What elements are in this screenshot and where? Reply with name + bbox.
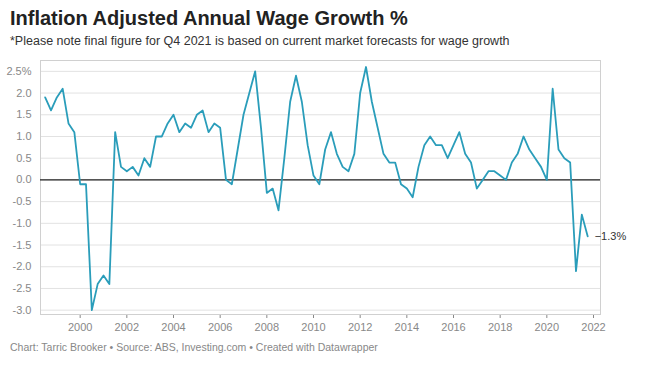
- svg-text:2002: 2002: [115, 321, 139, 333]
- svg-text:0.5: 0.5: [16, 152, 31, 164]
- svg-text:-0.5: -0.5: [13, 195, 32, 207]
- html-text:Chart: Tarric Brooker • Source: Chart: Tarric Brooker • Source: ABS, Inv…: [10, 341, 378, 353]
- svg-text:1.0: 1.0: [16, 130, 31, 142]
- svg-text:2.0: 2.0: [16, 87, 31, 99]
- svg-text:2016: 2016: [441, 321, 465, 333]
- svg-text:-1.0: -1.0: [13, 217, 32, 229]
- svg-text:2020: 2020: [535, 321, 559, 333]
- svg-text:2018: 2018: [488, 321, 512, 333]
- svg-text:2014: 2014: [395, 321, 419, 333]
- svg-text:2004: 2004: [161, 321, 185, 333]
- svg-text:−1.3%: −1.3%: [595, 230, 627, 242]
- html-text:*Please note final figure for: *Please note final figure for Q4 2021 is…: [10, 34, 510, 48]
- svg-text:2010: 2010: [301, 321, 325, 333]
- svg-text:2000: 2000: [68, 321, 92, 333]
- svg-text:2006: 2006: [208, 321, 232, 333]
- svg-text:2012: 2012: [348, 321, 372, 333]
- svg-text:-3.0: -3.0: [13, 304, 32, 316]
- svg-text:-2.0: -2.0: [13, 260, 32, 272]
- svg-text:2022: 2022: [581, 321, 605, 333]
- svg-text:-1.5: -1.5: [13, 239, 32, 251]
- svg-text:2.5%: 2.5%: [6, 65, 31, 77]
- svg-text:0.0: 0.0: [16, 173, 31, 185]
- html-text:Inflation Adjusted Annual Wage: Inflation Adjusted Annual Wage Growth %: [10, 7, 408, 29]
- svg-text:1.5: 1.5: [16, 108, 31, 120]
- svg-text:-2.5: -2.5: [13, 282, 32, 294]
- svg-text:2008: 2008: [255, 321, 279, 333]
